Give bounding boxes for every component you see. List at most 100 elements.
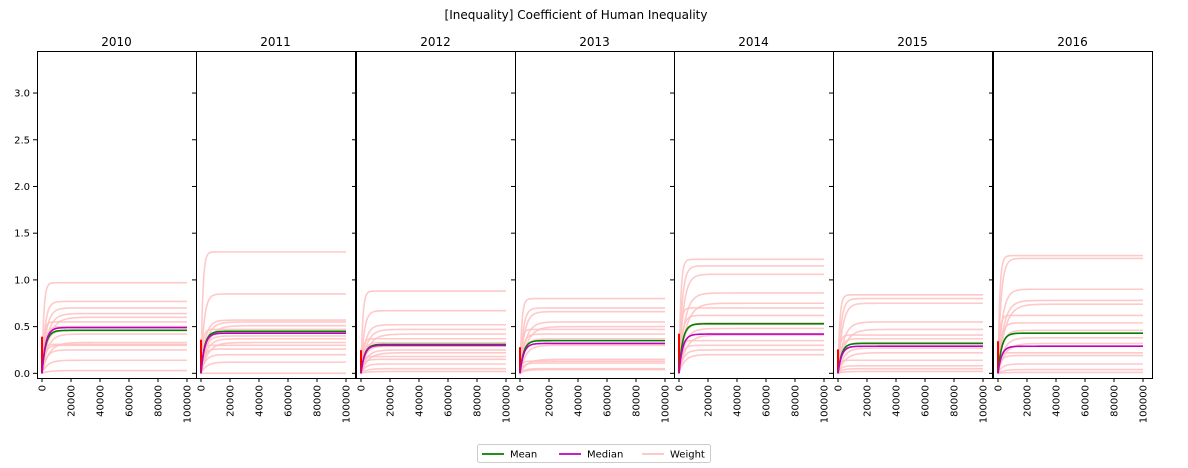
legend-label: Median — [587, 450, 623, 461]
x-tick-label: 80000 — [1110, 385, 1121, 417]
x-tick-label: 20000 — [67, 385, 78, 417]
x-tick-label: 100000 — [979, 385, 990, 423]
median-line — [997, 345, 1143, 374]
median-line — [837, 345, 983, 374]
weight-line — [837, 367, 983, 374]
panel-title: 2014 — [738, 35, 769, 49]
x-tick-label: 0 — [994, 385, 1005, 391]
weight-line — [678, 258, 824, 374]
weight-line — [41, 369, 187, 375]
panel-title: 2010 — [101, 35, 132, 49]
weight-line — [41, 321, 187, 374]
x-tick-label: 80000 — [313, 385, 324, 417]
x-tick-label: 80000 — [632, 385, 643, 417]
weight-line — [678, 307, 824, 374]
panel-title: 2015 — [897, 35, 928, 49]
x-tick-label: 60000 — [921, 385, 932, 417]
weight-line — [997, 322, 1143, 374]
weight-line — [519, 368, 665, 375]
weight-line — [837, 294, 983, 374]
weight-line — [519, 297, 665, 374]
x-tick-label: 0 — [357, 385, 368, 391]
weight-line — [519, 362, 665, 374]
x-tick-label: 60000 — [1081, 385, 1092, 417]
x-tick-label: 100000 — [661, 385, 672, 423]
panel-2015: 2015 0 20000 40000 60000 80000 100000 — [829, 35, 993, 423]
mean-line — [997, 332, 1143, 374]
x-tick-label: 100000 — [1139, 385, 1150, 423]
weight-line — [997, 314, 1143, 374]
weight-line — [837, 351, 983, 374]
weight-line — [997, 329, 1143, 374]
weight-line — [837, 337, 983, 374]
mean-line — [200, 330, 346, 374]
weight-line — [997, 354, 1143, 374]
weight-line — [200, 251, 346, 374]
x-tick-label: 0 — [197, 385, 208, 391]
weight-line — [997, 299, 1143, 374]
weight-line — [41, 300, 187, 374]
weight-line — [200, 293, 346, 374]
x-tick-label: 100000 — [342, 385, 353, 423]
weight-line — [678, 302, 824, 374]
weight-line — [41, 344, 187, 374]
x-tick-label: 40000 — [574, 385, 585, 417]
x-tick-label: 100000 — [183, 385, 194, 423]
weight-line — [678, 353, 824, 374]
weight-line — [200, 353, 346, 374]
median-line — [519, 342, 665, 374]
panel-title: 2016 — [1057, 35, 1088, 49]
weight-line — [519, 310, 665, 374]
weight-line — [41, 343, 187, 374]
legend: Mean Median Weight — [477, 444, 711, 463]
weight-line — [41, 281, 187, 374]
weight-line — [519, 358, 665, 374]
weight-line — [997, 371, 1143, 375]
median-line — [200, 332, 346, 374]
panel-title: 2013 — [579, 35, 610, 49]
weight-line — [837, 328, 983, 374]
weight-line — [360, 370, 506, 375]
weight-line — [41, 329, 187, 374]
x-tick-label: 40000 — [96, 385, 107, 417]
panel-frame — [993, 51, 1153, 379]
y-tick-label: 0.5 — [14, 322, 30, 333]
x-tick-label: 80000 — [950, 385, 961, 417]
weight-line — [41, 359, 187, 374]
x-tick-label: 20000 — [704, 385, 715, 417]
x-tick-label: 20000 — [545, 385, 556, 417]
median-line — [678, 333, 824, 374]
x-tick-label: 0 — [516, 385, 527, 391]
weight-line — [200, 341, 346, 374]
x-tick-label: 100000 — [820, 385, 831, 423]
panel-frame — [833, 51, 993, 379]
weight-line — [837, 370, 983, 375]
y-tick-label: 2.0 — [14, 182, 30, 193]
weight-line — [519, 344, 665, 374]
x-tick-label: 0 — [675, 385, 686, 391]
weight-line — [200, 361, 346, 374]
panel-2014: 2014 0 20000 40000 60000 80000 100000 — [670, 35, 834, 423]
weight-line — [678, 292, 824, 374]
weight-line — [360, 363, 506, 374]
weight-line — [678, 349, 824, 374]
x-tick-label: 40000 — [415, 385, 426, 417]
x-tick-label: 60000 — [284, 385, 295, 417]
weight-line — [678, 265, 824, 374]
panel-title: 2012 — [420, 35, 451, 49]
panel-2012: 2012 0 20000 40000 60000 80000 100000 — [352, 35, 516, 423]
weight-line — [837, 297, 983, 374]
weight-line — [360, 323, 506, 374]
weight-line — [360, 367, 506, 374]
weight-line — [519, 328, 665, 374]
figure-title: [Inequality] Coefficient of Human Inequa… — [445, 8, 708, 22]
x-tick-label: 80000 — [154, 385, 165, 417]
weight-line — [519, 360, 665, 374]
x-tick-label: 40000 — [255, 385, 266, 417]
legend-label: Weight — [670, 450, 705, 461]
weight-line — [360, 290, 506, 374]
weight-line — [200, 348, 346, 374]
panel-2010: 2010 0.0 0.5 1.0 1.5 2.0 2.5 3.0 0 20000 40000 6000… — [14, 35, 197, 423]
weight-line — [678, 322, 824, 374]
x-tick-label: 80000 — [791, 385, 802, 417]
